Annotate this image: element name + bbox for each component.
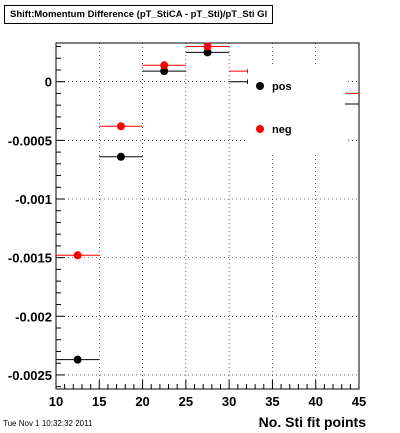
data-point-pos — [203, 48, 212, 57]
data-point-neg — [203, 42, 212, 51]
tick-labels: 10 15 20 25 30 35 40 45 -0.0025 -0.002 -0.0015 -0.0… — [8, 75, 366, 409]
legend-label-pos: pos — [272, 81, 292, 93]
legend-marker-neg — [256, 125, 264, 133]
legend-box — [248, 66, 345, 152]
y-tick-label: -0.0015 — [8, 251, 52, 266]
x-tick-label: 35 — [265, 394, 279, 409]
axis-ticks — [55, 46, 360, 389]
legend-label-neg: neg — [272, 124, 292, 136]
x-tick-label: 10 — [49, 394, 63, 409]
data-point-neg — [116, 122, 125, 131]
x-tick-label: 15 — [92, 394, 106, 409]
x-tick-label: 20 — [135, 394, 149, 409]
y-tick-label: 0 — [45, 75, 52, 90]
chart-title: Shift:Momentum Difference (pT_StiCA - pT… — [4, 5, 274, 24]
x-tick-label: 45 — [352, 394, 366, 409]
x-tick-label: 30 — [222, 394, 236, 409]
data-point-pos — [73, 355, 82, 364]
y-tick-label: -0.0005 — [8, 133, 52, 148]
legend-marker-pos — [256, 82, 264, 90]
x-tick-label: 40 — [308, 394, 322, 409]
timestamp: Tue Nov 1 10:32:32 2011 — [3, 419, 93, 428]
x-axis-title: No. Sti fit points — [259, 414, 367, 430]
x-tick-label: 25 — [179, 394, 193, 409]
legend: pos neg — [248, 66, 345, 152]
data-point-pos — [160, 67, 169, 76]
y-tick-label: -0.001 — [15, 192, 52, 207]
data-point-neg — [160, 61, 169, 70]
data-point-neg — [73, 251, 82, 260]
y-tick-label: -0.002 — [15, 309, 52, 324]
data-point-pos — [116, 152, 125, 161]
y-tick-label: -0.0025 — [8, 368, 52, 383]
